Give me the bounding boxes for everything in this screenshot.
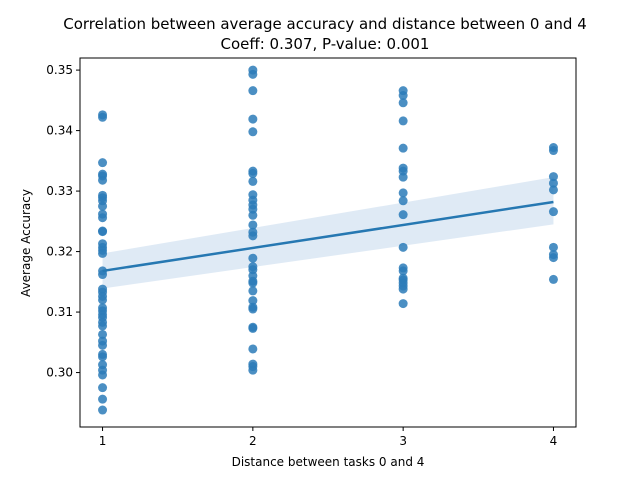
y-tick-label: 0.34 xyxy=(46,124,73,138)
data-point xyxy=(98,383,108,393)
y-tick-label: 0.30 xyxy=(46,366,73,380)
data-point xyxy=(398,242,408,252)
data-point xyxy=(548,253,558,263)
data-point xyxy=(548,178,558,188)
x-tick-label: 2 xyxy=(249,434,257,448)
data-point xyxy=(248,365,258,375)
data-point xyxy=(398,143,408,153)
regression-line xyxy=(102,200,554,273)
data-point xyxy=(248,220,258,230)
data-point xyxy=(398,210,408,220)
data-point xyxy=(98,295,108,305)
axes-frame xyxy=(79,57,577,428)
x-tick-label: 3 xyxy=(399,434,407,448)
data-point xyxy=(98,352,108,362)
data-point xyxy=(248,169,258,179)
data-point xyxy=(98,405,108,415)
data-point xyxy=(548,146,558,156)
chart-title: Correlation between average accuracy and… xyxy=(63,15,587,33)
data-point xyxy=(398,196,408,206)
data-point xyxy=(98,201,108,211)
y-tick-label: 0.31 xyxy=(46,305,73,319)
data-point xyxy=(398,172,408,182)
x-axis-ticks: 1 2 3 4 xyxy=(99,427,558,448)
data-point xyxy=(398,284,408,294)
chart-subtitle: Coeff: 0.307, P-value: 0.001 xyxy=(221,35,430,53)
y-tick-label: 0.32 xyxy=(46,245,73,259)
confidence-band xyxy=(102,177,554,289)
data-point xyxy=(248,344,258,354)
plot-area xyxy=(98,65,558,415)
data-point xyxy=(248,278,258,288)
data-point xyxy=(248,86,258,96)
data-point xyxy=(98,175,108,185)
data-point xyxy=(98,227,108,237)
data-point xyxy=(98,112,108,122)
y-axis-label: Average Accuracy xyxy=(19,189,33,297)
data-point xyxy=(248,296,258,306)
data-points xyxy=(98,65,558,415)
data-point xyxy=(398,299,408,309)
data-point xyxy=(548,185,558,195)
data-point xyxy=(248,323,258,333)
y-tick-label: 0.33 xyxy=(46,184,73,198)
data-point xyxy=(398,91,408,101)
data-point xyxy=(98,340,108,350)
data-point xyxy=(548,172,558,182)
data-point xyxy=(98,321,108,331)
x-tick-label: 1 xyxy=(99,434,107,448)
data-point xyxy=(98,394,108,404)
data-point xyxy=(548,207,558,217)
data-point xyxy=(548,242,558,252)
data-point xyxy=(248,210,258,220)
y-axis-ticks: 0.30 0.31 0.32 0.33 0.34 0.35 xyxy=(46,63,80,380)
data-point xyxy=(98,329,108,339)
data-point xyxy=(248,286,258,296)
data-point xyxy=(248,127,258,137)
data-point xyxy=(98,158,108,168)
data-point xyxy=(398,116,408,126)
data-point xyxy=(248,69,258,79)
data-point xyxy=(548,274,558,284)
x-tick-label: 4 xyxy=(550,434,558,448)
data-point xyxy=(248,231,258,241)
data-point xyxy=(248,304,258,314)
data-point xyxy=(248,176,258,186)
data-point xyxy=(98,370,108,380)
y-tick-label: 0.35 xyxy=(46,63,73,77)
data-point xyxy=(398,98,408,108)
data-point xyxy=(98,248,108,258)
data-point xyxy=(98,213,108,223)
data-point xyxy=(248,253,258,263)
x-axis-label: Distance between tasks 0 and 4 xyxy=(232,455,425,469)
data-point xyxy=(98,270,108,280)
data-point xyxy=(398,266,408,276)
data-point xyxy=(398,188,408,198)
data-point xyxy=(248,114,258,124)
